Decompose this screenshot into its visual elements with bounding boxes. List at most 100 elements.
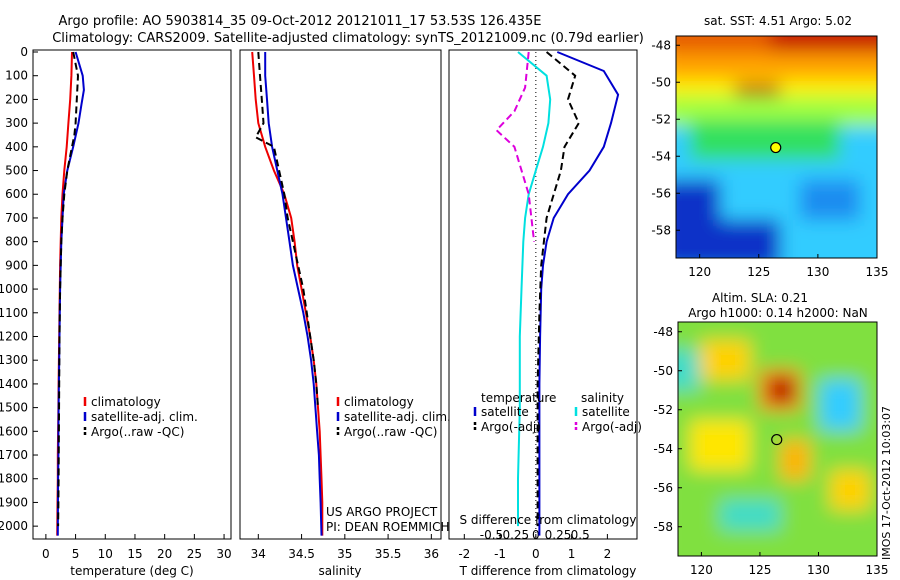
- t-difference-tick-labels: -2 -1 0 1 2: [458, 534, 611, 561]
- legend-label-satellite: satellite-adj. clim.: [344, 410, 451, 424]
- salinity-series: [251, 51, 324, 536]
- depth-tick-labels: 0 100 200 300 400 500 600 700 800 900 1000 1100 1200…: [0, 45, 38, 533]
- sst-lat-tick-label: -54: [651, 149, 671, 163]
- difference-series-temperature-satellite: [538, 51, 620, 536]
- legend-label-t-argo: Argo(-adj): [481, 420, 541, 434]
- difference-series-temperature-argo-adj: [536, 51, 580, 527]
- temperature-x-tick-label: 25: [187, 547, 202, 561]
- legend-title-temperature: temperature: [481, 391, 556, 405]
- sst-map-title: sat. SST: 4.51 Argo: 5.02: [704, 14, 852, 28]
- difference-panel: -2 -1 0 1 2 -0.5-0.25 0 0.25 0.5 S difference f…: [448, 49, 642, 578]
- sst-map-frame: [675, 35, 878, 259]
- depth-tick-label: 100: [5, 69, 28, 83]
- depth-tick-label: 1200: [0, 329, 28, 343]
- legend-label-s-argo: Argo(-adj): [582, 420, 642, 434]
- depth-tick-label: 500: [5, 164, 28, 178]
- depth-tick-label: 300: [5, 116, 28, 130]
- t-difference-x-tick-label: 0: [532, 547, 540, 561]
- depth-tick-label: 1600: [0, 424, 28, 438]
- t-difference-axis-label: T difference from climatology: [459, 564, 637, 578]
- temperature-series-argo-raw-qc: [57, 51, 80, 527]
- sst-lon-tick-label: 130: [806, 265, 829, 279]
- sst-heatmap: [676, 36, 877, 258]
- temperature-axis-label: temperature (deg C): [70, 564, 193, 578]
- sst-lat-tick-label: -50: [651, 75, 671, 89]
- sla-lat-tick-label: -48: [653, 325, 673, 339]
- sla-lon-tick-label: 125: [748, 563, 771, 577]
- legend-label-satellite: satellite-adj. clim.: [91, 410, 198, 424]
- sla-lat-tick-label: -52: [653, 403, 673, 417]
- depth-tick-label: 400: [5, 140, 28, 154]
- depth-tick-label: 1000: [0, 282, 28, 296]
- temperature-series-satellite-adj-clim: [56, 51, 85, 536]
- sst-lat-tick-label: -56: [651, 186, 671, 200]
- sst-lon-tick-label: 125: [747, 265, 770, 279]
- temperature-x-tick-label: 5: [72, 547, 80, 561]
- argo-location-marker: [771, 433, 783, 446]
- temperature-x-tick-label: 30: [216, 547, 231, 561]
- sla-lon-tick-labels: 120 125 130 135: [690, 552, 888, 577]
- depth-tick-label: 1900: [0, 495, 28, 509]
- t-difference-x-tick-label: 1: [568, 547, 576, 561]
- t-difference-x-tick-label: -1: [494, 547, 506, 561]
- salinity-x-tick-label: 36: [424, 547, 439, 561]
- depth-tick-label: 1800: [0, 472, 28, 486]
- temperature-series: [56, 51, 85, 536]
- legend-label-argo: Argo(..raw -QC): [344, 425, 437, 439]
- sla-heatmap: [678, 322, 877, 556]
- argo-location-marker: [770, 141, 782, 154]
- s-difference-tick-label: 0.5: [571, 528, 590, 542]
- sst-lat-tick-labels: -48 -50 -52 -54 -56 -58: [651, 38, 680, 237]
- depth-tick-label: 800: [5, 235, 28, 249]
- sst-map-panel: sat. SST: 4.51 Argo: 5.02 120 125 130 135 -…: [651, 14, 888, 279]
- temperature-x-tick-label: 20: [157, 547, 172, 561]
- temperature-axes-frame: [32, 49, 232, 540]
- legend-title-salinity: salinity: [581, 391, 624, 405]
- s-difference-tick-label: -0.25: [498, 528, 529, 542]
- salinity-series-climatology: [251, 51, 324, 536]
- salinity-x-tick-label: 35: [337, 547, 352, 561]
- depth-tick-label: 1700: [0, 448, 28, 462]
- legend-label-argo: Argo(..raw -QC): [91, 425, 184, 439]
- sla-lat-tick-labels: -48 -50 -52 -54 -56 -58: [653, 325, 682, 534]
- salinity-legend: climatology satellite-adj. clim. Argo(..…: [336, 395, 451, 439]
- sla-lat-tick-label: -50: [653, 364, 673, 378]
- legend-label-t-satellite: satellite: [481, 405, 529, 419]
- sla-lon-tick-label: 120: [690, 563, 713, 577]
- depth-tick-label: 600: [5, 187, 28, 201]
- imos-timestamp-label: IMOS 17-Oct-2012 10:03:07: [880, 406, 893, 560]
- depth-tick-label: 700: [5, 211, 28, 225]
- difference-axes-frame: [448, 49, 638, 540]
- s-difference-tick-label: 0.25: [545, 528, 572, 542]
- salinity-x-tick-label: 34.5: [288, 547, 315, 561]
- credit-project: US ARGO PROJECT: [326, 505, 438, 519]
- header-line-1: Argo profile: AO 5903814_35 09-Oct-2012 …: [59, 14, 542, 29]
- difference-series: [495, 51, 620, 536]
- sla-map-frame: [677, 321, 878, 557]
- difference-series-salinity-argo-adj: [495, 51, 536, 242]
- salinity-x-tick-label: 35.5: [375, 547, 402, 561]
- salinity-series-satellite-adj-clim: [264, 52, 323, 536]
- temperature-tick-labels: 0 5 10 15 20 25 30: [42, 534, 232, 561]
- sla-map-title: Altim. SLA: 0.21: [712, 291, 808, 305]
- t-difference-x-tick-label: 2: [604, 547, 612, 561]
- sla-lat-tick-label: -54: [653, 442, 673, 456]
- legend-label-s-satellite: satellite: [582, 405, 630, 419]
- credit-pi: PI: DEAN ROEMMICH: [326, 520, 449, 534]
- temperature-x-tick-label: 0: [42, 547, 50, 561]
- sst-lat-tick-label: -48: [651, 38, 671, 52]
- depth-tick-label: 1500: [0, 401, 28, 415]
- salinity-panel: 34 34.5 35 35.5 36 salinity climatology sate…: [239, 49, 451, 578]
- s-difference-tick-labels: -0.5-0.25 0 0.25 0.5: [480, 528, 590, 542]
- legend-label-climatology: climatology: [91, 395, 161, 409]
- temperature-legend: climatology satellite-adj. clim. Argo(..…: [83, 395, 198, 439]
- depth-tick-label: 1100: [0, 306, 28, 320]
- depth-tick-label: 1400: [0, 377, 28, 391]
- temperature-x-tick-label: 10: [98, 547, 113, 561]
- depth-tick-label: 0: [20, 45, 28, 59]
- depth-tick-label: 200: [5, 92, 28, 106]
- difference-series-salinity-satellite: [517, 51, 552, 527]
- s-difference-axis-label: S difference from climatology: [460, 513, 637, 527]
- sst-lat-tick-label: -58: [651, 223, 671, 237]
- salinity-series-argo-raw-qc: [254, 51, 319, 408]
